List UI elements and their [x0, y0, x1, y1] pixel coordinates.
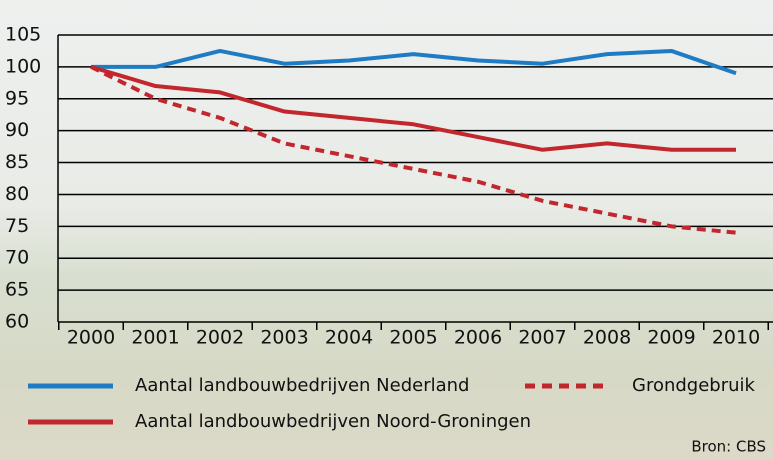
chart: Bron: CBS 60 65 70 75 80 85 90 95 100 105 2000 2001…: [0, 0, 773, 460]
legend-label: Aantal landbouwbedrijven Nederland: [135, 375, 470, 396]
legend-label: Aantal landbouwbedrijven Noord-Groningen: [135, 411, 531, 432]
x-tick-label: 2001: [131, 327, 179, 349]
x-tick-label: 2005: [389, 327, 437, 349]
y-tick-label: 90: [5, 119, 29, 141]
y-tick-label: 95: [5, 87, 29, 109]
y-tick-label: 80: [5, 183, 29, 205]
y-tick-label: 105: [5, 24, 41, 46]
x-tick-label: 2003: [260, 327, 308, 349]
x-tick-label: 2000: [67, 327, 115, 349]
y-tick-label: 100: [5, 55, 41, 77]
y-tick-label: 75: [5, 215, 29, 237]
y-tick-label: 65: [5, 279, 29, 301]
legend-label: Grondgebruik: [632, 375, 756, 396]
x-tick-label: 2004: [325, 327, 373, 349]
x-tick-label: 2006: [454, 327, 502, 349]
source: Bron: CBS: [691, 438, 766, 456]
x-tick-label: 2008: [583, 327, 631, 349]
y-tick-label: 60: [5, 311, 29, 333]
y-tick-label: 85: [5, 151, 29, 173]
x-tick-label: 2010: [712, 327, 760, 349]
x-tick-label: 2007: [518, 327, 566, 349]
x-tick-label: 2009: [647, 327, 695, 349]
y-tick-label: 70: [5, 247, 29, 269]
x-tick-label: 2002: [196, 327, 244, 349]
